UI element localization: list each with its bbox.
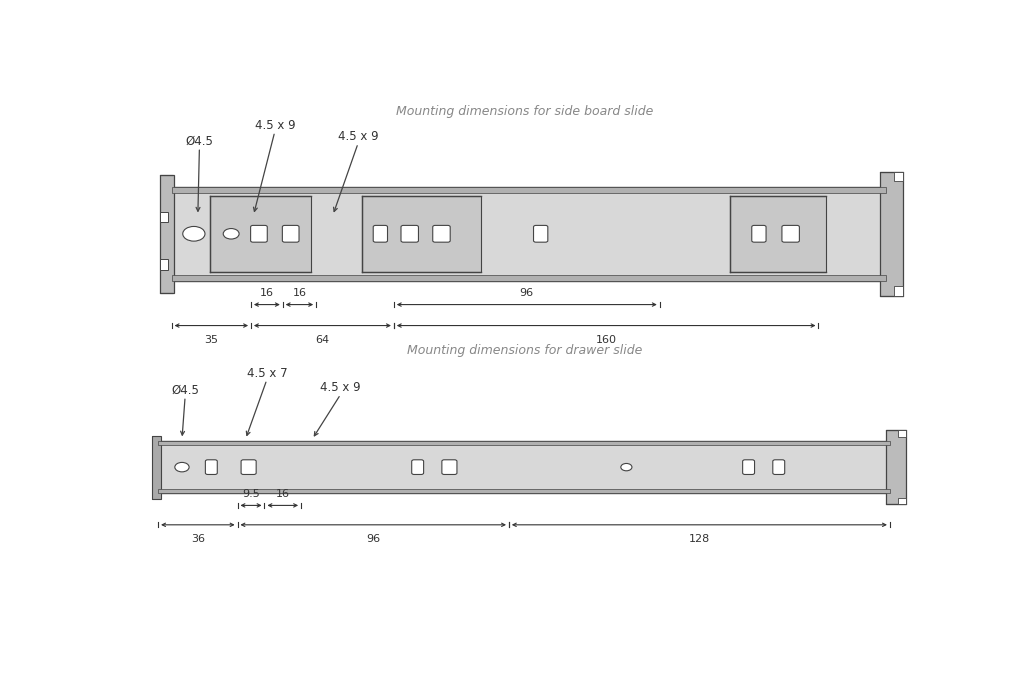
Circle shape: [175, 462, 189, 472]
Text: Ø4.5: Ø4.5: [171, 383, 199, 396]
Bar: [160, 175, 174, 293]
FancyBboxPatch shape: [433, 225, 451, 242]
Bar: [898, 498, 906, 504]
FancyBboxPatch shape: [742, 460, 755, 475]
Text: 160: 160: [596, 335, 616, 345]
Bar: [729, 196, 826, 272]
Text: 64: 64: [315, 335, 330, 345]
FancyBboxPatch shape: [412, 460, 424, 475]
Text: Mounting dimensions for drawer slide: Mounting dimensions for drawer slide: [408, 344, 642, 357]
FancyBboxPatch shape: [241, 460, 256, 475]
FancyBboxPatch shape: [373, 225, 387, 242]
Bar: [886, 430, 906, 504]
Bar: [210, 196, 310, 272]
Bar: [894, 172, 903, 181]
FancyBboxPatch shape: [283, 225, 299, 242]
Bar: [158, 441, 890, 445]
FancyBboxPatch shape: [782, 225, 800, 242]
Circle shape: [223, 229, 240, 239]
Circle shape: [182, 227, 205, 241]
FancyBboxPatch shape: [401, 225, 419, 242]
Circle shape: [621, 464, 632, 471]
Bar: [172, 187, 886, 281]
Bar: [362, 196, 481, 272]
Bar: [152, 436, 162, 498]
Text: 16: 16: [260, 288, 273, 298]
Bar: [158, 489, 890, 493]
Text: 36: 36: [190, 535, 205, 544]
Text: Mounting dimensions for side board slide: Mounting dimensions for side board slide: [396, 106, 653, 118]
Text: 4.5 x 9: 4.5 x 9: [338, 130, 379, 143]
FancyBboxPatch shape: [752, 225, 766, 242]
Bar: [172, 187, 886, 193]
Bar: [158, 441, 890, 493]
Text: 128: 128: [689, 535, 710, 544]
FancyBboxPatch shape: [442, 460, 457, 475]
Bar: [172, 274, 886, 281]
Text: 9.5: 9.5: [242, 488, 260, 498]
FancyBboxPatch shape: [251, 225, 267, 242]
Bar: [160, 259, 168, 270]
Text: 4.5 x 9: 4.5 x 9: [255, 118, 295, 131]
Text: 96: 96: [520, 288, 534, 298]
FancyBboxPatch shape: [206, 460, 217, 475]
Text: 16: 16: [293, 288, 306, 298]
FancyBboxPatch shape: [534, 225, 548, 242]
Bar: [160, 212, 168, 223]
Bar: [880, 172, 903, 296]
FancyBboxPatch shape: [773, 460, 784, 475]
Text: Ø4.5: Ø4.5: [185, 134, 213, 147]
Text: 35: 35: [205, 335, 218, 345]
Text: 4.5 x 9: 4.5 x 9: [321, 381, 361, 394]
Bar: [894, 286, 903, 296]
Text: 16: 16: [275, 488, 290, 498]
Text: 4.5 x 7: 4.5 x 7: [247, 366, 287, 379]
Bar: [898, 430, 906, 437]
Text: 96: 96: [367, 535, 380, 544]
